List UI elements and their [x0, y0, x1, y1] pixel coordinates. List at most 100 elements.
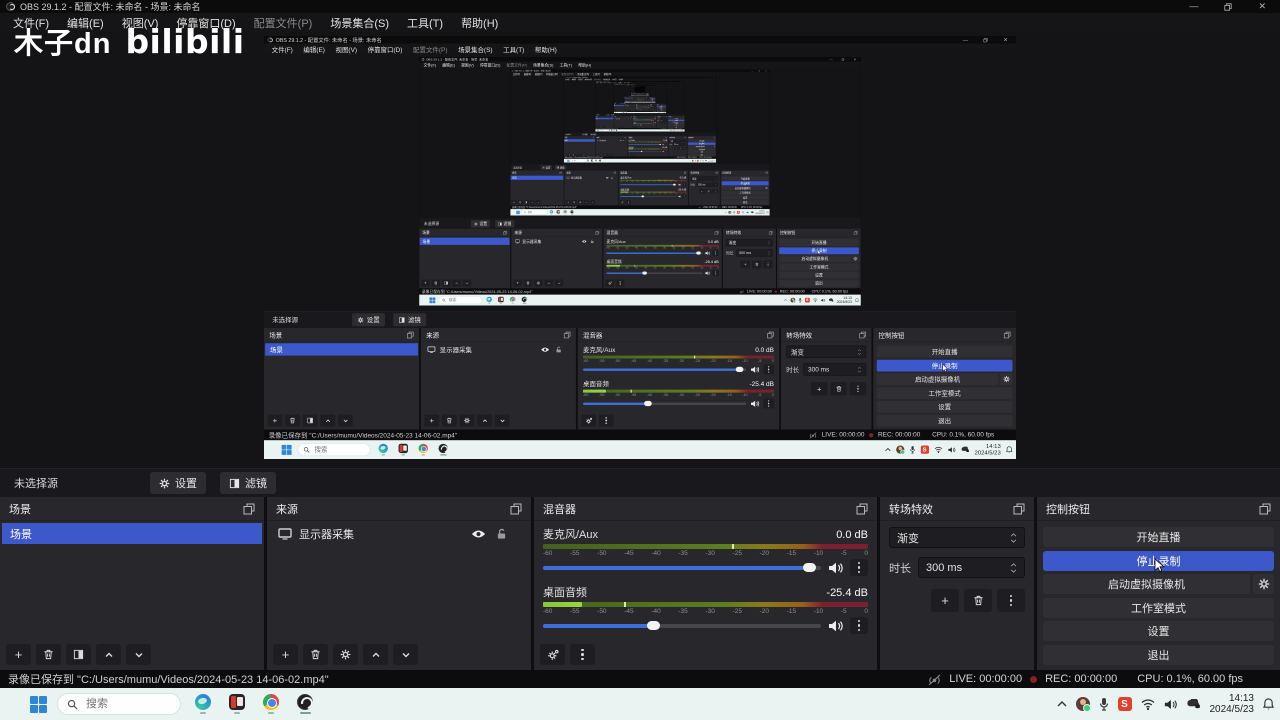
obs-logo-icon	[595, 81, 597, 82]
mixer-menu-button[interactable]	[570, 644, 595, 665]
menu-view[interactable]: 视图(V)	[121, 17, 159, 30]
transition-select[interactable]: 渐变	[889, 527, 1025, 548]
duration-input[interactable]: 300 ms	[918, 557, 1025, 578]
popout-icon[interactable]	[856, 503, 868, 515]
add-transition-button[interactable]: +	[931, 589, 959, 612]
minimize-button[interactable]: —	[1189, 1, 1199, 11]
bilibili-logo: bilibili	[125, 22, 245, 61]
spin-arrows[interactable]	[1010, 562, 1017, 573]
popout-icon[interactable]	[243, 503, 255, 515]
unlock-icon[interactable]	[496, 528, 507, 540]
transition-menu-button	[849, 382, 867, 396]
restore-button	[709, 77, 711, 79]
stop-recording-button[interactable]: 停止录制	[1043, 550, 1274, 571]
close-button[interactable]: ✕	[1258, 1, 1266, 11]
controls-panel: 控制按钮 开始直播 停止录制 启动虚拟摄像机 工作室模式 设置 退出	[1037, 497, 1280, 670]
eye-icon[interactable]	[471, 529, 486, 539]
meter-tick-label: -20	[681, 246, 685, 250]
menu-scene-collection[interactable]: 场景集合(S)	[330, 17, 390, 30]
start-streaming-button[interactable]: 开始直播	[1043, 527, 1274, 547]
add-source-button[interactable]: +	[273, 644, 298, 665]
taskbar-search	[438, 296, 482, 304]
studio-mode-button[interactable]: 工作室模式	[1043, 597, 1274, 618]
menu-docks[interactable]: 停靠窗口(D)	[176, 17, 236, 30]
source-filters-button[interactable]: 滤镜	[220, 472, 276, 494]
start-button[interactable]	[30, 695, 47, 713]
popout-icon[interactable]	[1013, 503, 1025, 515]
meter-tick-label: -50	[614, 359, 621, 364]
taskbar-app-chrome[interactable]	[259, 691, 283, 717]
meter-tick-label: -40	[651, 550, 661, 557]
tray-expand-chevron[interactable]	[1057, 701, 1067, 707]
tray-volume-icon[interactable]	[1164, 699, 1177, 710]
taskbar-clock[interactable]: 14:13 2024/5/23	[1210, 693, 1255, 715]
chevron-down-icon	[343, 419, 348, 422]
notification-bell-icon[interactable]	[1263, 698, 1274, 710]
virtual-camera-settings-button[interactable]	[1253, 574, 1274, 594]
move-scene-down-button[interactable]	[126, 644, 151, 665]
move-source-down-button[interactable]	[393, 644, 418, 665]
source-list-item[interactable]: 显示器采集	[267, 521, 531, 546]
preview-area: OBS 29.1.2 - 配置文件: 未命名 - 场景: 未命名 — ✕ 文件(…	[624, 85, 656, 97]
remove-transition-button[interactable]	[964, 589, 992, 612]
slider-handle[interactable]	[802, 563, 816, 572]
source-properties-button[interactable]: 设置	[150, 472, 206, 494]
menu-edit: 编辑(E)	[523, 73, 532, 76]
source-filters-label: 滤镜	[559, 166, 565, 169]
move-scene-up-button[interactable]	[96, 644, 121, 665]
tray-sogou-icon[interactable]: S	[1117, 697, 1132, 711]
start-virtual-camera-button[interactable]: 启动虚拟摄像机	[1043, 574, 1250, 594]
channel-menu-button[interactable]	[850, 617, 868, 634]
add-scene-button[interactable]: +	[6, 644, 31, 665]
advanced-audio-button[interactable]	[540, 644, 565, 665]
popout-icon[interactable]	[510, 503, 522, 515]
taskbar-app-red[interactable]	[225, 691, 249, 717]
tray-microphone-icon[interactable]	[1099, 697, 1109, 711]
volume-slider[interactable]	[543, 563, 821, 572]
search-input[interactable]	[84, 697, 164, 711]
tray-device-icon[interactable]	[1186, 699, 1201, 709]
channel-menu-button[interactable]	[850, 559, 868, 576]
preview-screen[interactable]: OBS 29.1.2 - 配置文件: 未命名 - 场景: 未命名 — ✕ 文件(…	[264, 36, 1016, 459]
source-properties-label: 设置	[479, 222, 488, 227]
speaker-icon[interactable]	[828, 620, 843, 632]
transitions-header: 转场特效	[688, 170, 720, 176]
move-source-up-button[interactable]	[363, 644, 388, 665]
restore-button[interactable]	[1224, 2, 1233, 11]
volume-slider	[583, 366, 747, 373]
menu-edit[interactable]: 编辑(E)	[67, 17, 104, 30]
popout-icon	[1003, 331, 1011, 338]
speaker-icon[interactable]	[828, 562, 843, 574]
transition-menu-button[interactable]	[997, 589, 1025, 612]
scene-list-item[interactable]: 场景	[2, 523, 262, 544]
exit-button[interactable]: 退出	[1043, 644, 1274, 665]
menu-file[interactable]: 文件(F)	[13, 17, 50, 30]
source-properties-toolbar-button[interactable]	[333, 644, 358, 665]
scene-filters-button[interactable]	[66, 644, 91, 665]
source-label: 显示器采集	[522, 239, 542, 244]
obs-logo-icon	[267, 37, 273, 43]
mouse-cursor	[701, 143, 703, 146]
speaker-icon	[751, 366, 760, 373]
remove-scene-button[interactable]	[36, 644, 61, 665]
remove-source-button[interactable]	[303, 644, 328, 665]
slider-handle[interactable]	[647, 621, 661, 630]
settings-button[interactable]: 设置	[1043, 621, 1274, 641]
filter-icon	[572, 154, 574, 156]
tray-avatar-icon[interactable]	[1075, 697, 1091, 712]
meter-tick-label: -15	[726, 359, 732, 364]
menu-tools[interactable]: 工具(T)	[407, 17, 444, 30]
meter-tick-label: -60	[633, 120, 634, 121]
popout-icon[interactable]	[1259, 503, 1271, 515]
taskbar-search[interactable]	[57, 693, 181, 715]
menu-help[interactable]: 帮助(H)	[461, 17, 499, 30]
taskbar-app-obs[interactable]	[293, 691, 317, 717]
volume-slider[interactable]	[543, 621, 821, 630]
preview-area: OBS 29.1.2 - 配置文件: 未命名 - 场景: 未命名 — ✕ 文件(…	[0, 32, 1280, 468]
menu-profile[interactable]: 配置文件(P)	[253, 17, 313, 30]
tray-wifi-icon[interactable]	[1141, 698, 1155, 710]
preview-area: OBS 29.1.2 - 配置文件: 未命名 - 场景: 未命名 — ✕ 文件(…	[264, 54, 1016, 311]
taskbar-app-edge[interactable]	[191, 691, 215, 717]
